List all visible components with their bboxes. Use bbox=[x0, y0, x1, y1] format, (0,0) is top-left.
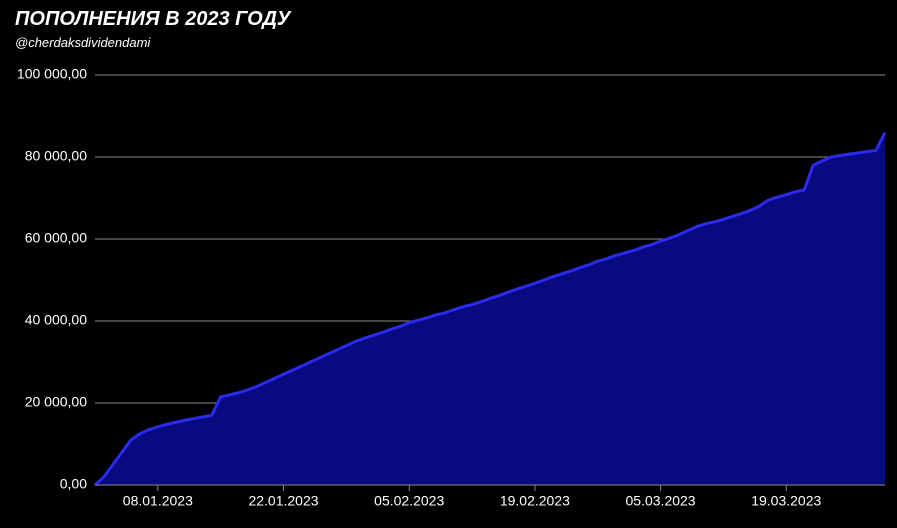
y-tick-label: 80 000,00 bbox=[25, 148, 87, 164]
x-tick-label: 05.03.2023 bbox=[626, 492, 696, 508]
x-tick-label: 05.02.2023 bbox=[374, 492, 444, 508]
y-tick-label: 20 000,00 bbox=[25, 394, 87, 410]
y-tick-label: 40 000,00 bbox=[25, 312, 87, 328]
y-tick-label: 0,00 bbox=[60, 476, 87, 492]
y-tick-label: 60 000,00 bbox=[25, 230, 87, 246]
x-tick-label: 19.02.2023 bbox=[500, 492, 570, 508]
chart-svg: 0,00 20 000,00 40 000,00 60 000,00 80 000,00… bbox=[0, 0, 897, 528]
x-tick-label: 19.03.2023 bbox=[751, 492, 821, 508]
x-tick-label: 22.01.2023 bbox=[248, 492, 318, 508]
x-tick-label: 08.01.2023 bbox=[123, 492, 193, 508]
area-fill bbox=[95, 132, 885, 485]
chart-container: ПОПОЛНЕНИЯ В 2023 ГОДУ @cherdaksdividend… bbox=[0, 0, 897, 528]
y-tick-label: 100 000,00 bbox=[17, 66, 87, 82]
